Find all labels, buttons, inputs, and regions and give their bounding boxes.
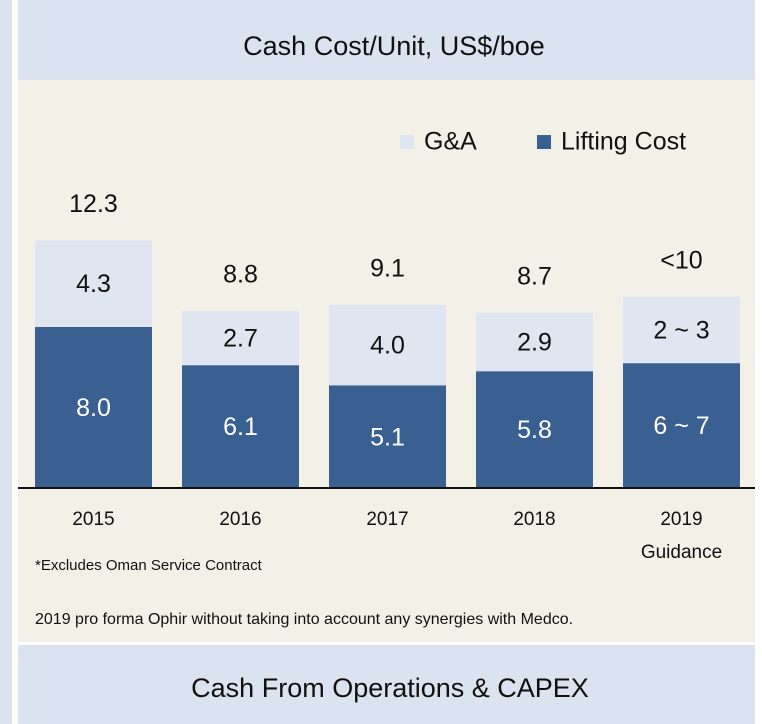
legend-swatch	[537, 135, 551, 149]
bar-segment	[476, 312, 593, 372]
legend-label: G&A	[424, 128, 477, 156]
x-tick-label: 2015	[72, 509, 114, 530]
bar-segment	[476, 371, 593, 488]
value-label: 6 ~ 7	[653, 412, 709, 440]
total-label: 8.8	[223, 260, 258, 288]
value-label: 8.0	[76, 394, 111, 422]
next-title-band	[18, 645, 755, 724]
x-tick-line: Guidance	[641, 542, 722, 563]
bar-segment	[329, 385, 446, 488]
x-tick-line: 2019	[660, 509, 702, 530]
value-label: 4.3	[76, 270, 111, 298]
value-label: 5.1	[370, 423, 405, 451]
bar-segment	[623, 296, 740, 364]
side-strip	[0, 0, 12, 724]
bar-segment	[623, 363, 740, 488]
chart-title: Cash Cost/Unit, US$/boe	[243, 31, 545, 61]
legend-label: Lifting Cost	[561, 128, 686, 156]
title-band	[18, 0, 755, 80]
value-label: 2 ~ 3	[653, 317, 709, 345]
bar-segment	[329, 304, 446, 386]
value-label: 2.9	[517, 329, 552, 357]
value-label: 5.8	[517, 416, 552, 444]
x-tick-label: 2018	[513, 509, 555, 530]
x-tick-label: 2016	[219, 509, 261, 530]
total-label: 12.3	[69, 190, 118, 218]
legend-swatch	[400, 135, 414, 149]
value-label: 4.0	[370, 332, 405, 360]
value-label: 6.1	[223, 413, 258, 441]
x-tick-label: 2017	[366, 509, 408, 530]
bar-segment	[182, 310, 299, 366]
next-title: Cash From Operations & CAPEX	[191, 673, 589, 703]
note: 2019 pro forma Ophir without taking into…	[35, 611, 573, 628]
bar-segment	[35, 326, 152, 488]
x-tick-label: 2019 Guidance	[641, 509, 722, 563]
value-label: 2.7	[223, 325, 258, 353]
footnote: *Excludes Oman Service Contract	[35, 557, 263, 574]
total-label: <10	[660, 246, 702, 274]
bar-segment	[35, 240, 152, 327]
bar-segment	[182, 365, 299, 488]
total-label: 9.1	[370, 254, 405, 282]
total-label: 8.7	[517, 262, 552, 290]
